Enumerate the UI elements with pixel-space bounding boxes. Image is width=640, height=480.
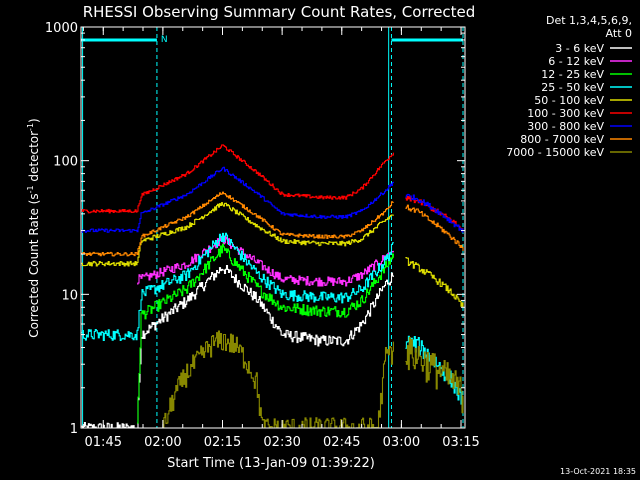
x-tick-label: 01:45 xyxy=(85,435,122,450)
legend-header-line-2: Att 0 xyxy=(606,27,632,40)
series-line-12-25-keV xyxy=(137,243,394,424)
y-tick-label: 1000 xyxy=(45,21,78,36)
series-line-post-300-800-keV xyxy=(405,193,464,233)
legend-label: 3 - 6 keV xyxy=(555,42,604,55)
series-line-post-800-7000-keV xyxy=(405,204,464,251)
y-tick-label: 1 xyxy=(70,422,78,437)
series-line-post-7000-15000-keV xyxy=(405,337,464,414)
chart-title: RHESSI Observing Summary Count Rates, Co… xyxy=(83,3,476,21)
legend-label: 12 - 25 keV xyxy=(541,68,604,81)
legend-label: 25 - 50 keV xyxy=(541,81,604,94)
x-tick-label: 02:00 xyxy=(144,435,181,450)
x-axis-label: Start Time (13-Jan-09 01:39:22) xyxy=(167,456,375,471)
x-tick-label: 03:15 xyxy=(442,435,479,450)
legend-label: 6 - 12 keV xyxy=(548,55,604,68)
legend-header-line-1: Det 1,3,4,5,6,9, xyxy=(546,14,632,27)
series-line-800-7000-keV xyxy=(81,191,394,257)
series-line-50-100-keV xyxy=(81,202,394,267)
night-label: N xyxy=(161,35,168,45)
night-markers: N xyxy=(81,27,464,428)
legend-label: 7000 - 15000 keV xyxy=(506,146,604,159)
series-line-6-12-keV xyxy=(137,235,394,287)
x-tick-label: 02:30 xyxy=(263,435,300,450)
x-tick-label: 03:00 xyxy=(383,435,420,450)
plot-frame xyxy=(80,26,466,429)
axes: 1 10 100 1000 01:45 02:00 02:15 02:30 02:45 03:00… xyxy=(45,21,480,450)
y-tick-label: 10 xyxy=(61,288,78,303)
x-tick-label: 02:45 xyxy=(323,435,360,450)
plot-series xyxy=(81,144,464,429)
x-tick-label: 02:15 xyxy=(204,435,241,450)
series-line-100-300-keV xyxy=(81,144,394,214)
legend-label: 300 - 800 keV xyxy=(527,120,604,133)
legend-label: 800 - 7000 keV xyxy=(520,133,604,146)
y-tick-label: 100 xyxy=(53,155,78,170)
legend-label: 50 - 100 keV xyxy=(534,94,604,107)
series-line-300-800-keV xyxy=(81,166,394,233)
series-line-post-100-300-keV xyxy=(405,196,464,232)
series-line-25-50-keV xyxy=(81,232,394,341)
timestamp: 13-Oct-2021 18:35 xyxy=(560,467,636,476)
y-axis-label: Corrected Count Rate (s-1 detector-1) xyxy=(26,118,41,337)
legend-label: 100 - 300 keV xyxy=(527,107,604,120)
series-line-post-50-100-keV xyxy=(405,257,464,307)
